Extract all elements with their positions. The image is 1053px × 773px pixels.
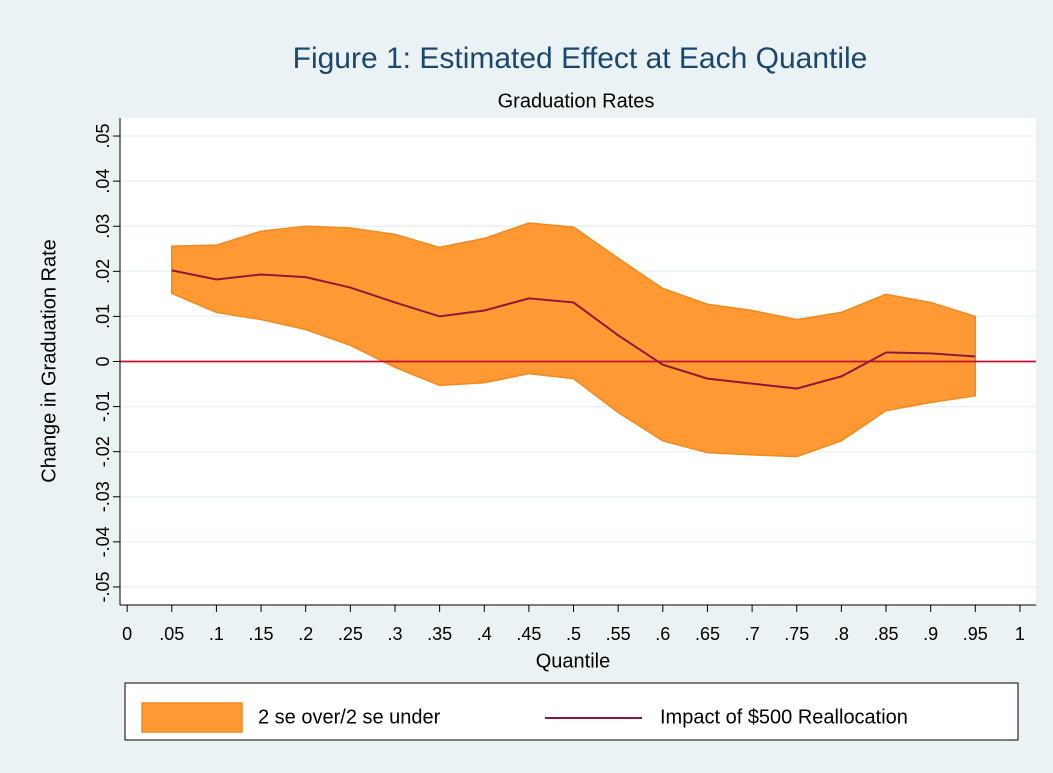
x-tick-label: .75 (784, 624, 809, 644)
y-axis-label: Change in Graduation Rate (38, 239, 60, 483)
x-tick-label: .85 (873, 624, 898, 644)
y-tick-label: -.04 (93, 526, 113, 557)
x-tick-label: .95 (963, 624, 988, 644)
legend (124, 682, 1019, 741)
chart-subtitle: Graduation Rates (498, 90, 655, 112)
x-tick-label: 1 (1015, 624, 1025, 644)
y-tick-label: .02 (93, 259, 113, 284)
x-tick-label: .55 (606, 624, 631, 644)
y-tick-label: .04 (93, 169, 113, 194)
x-tick-label: .6 (655, 624, 670, 644)
y-tick-label: -.03 (93, 481, 113, 512)
y-tick-label: -.01 (93, 391, 113, 422)
x-tick-label: 0 (122, 624, 132, 644)
y-tick-label: -.05 (93, 571, 113, 602)
x-tick-label: .2 (298, 624, 313, 644)
x-tick-label: .15 (249, 624, 274, 644)
x-tick-label: .65 (695, 624, 720, 644)
x-tick-label: .5 (566, 624, 581, 644)
legend-swatch (141, 702, 243, 733)
x-tick-label: .3 (387, 624, 402, 644)
x-tick-label: .45 (516, 624, 541, 644)
x-tick-label: .35 (427, 624, 452, 644)
x-tick-label: .9 (923, 624, 938, 644)
y-tick-label: .03 (93, 214, 113, 239)
estimate-line (171, 269, 976, 390)
legend-label: Impact of $500 Reallocation (660, 706, 908, 728)
y-tick-label: .01 (93, 304, 113, 329)
y-tick-label: .05 (93, 124, 113, 149)
y-tick-label: -.02 (93, 436, 113, 467)
x-tick-label: .1 (209, 624, 224, 644)
x-axis-label: Quantile (536, 650, 611, 672)
x-tick-label: .05 (159, 624, 184, 644)
confidence-band (171, 222, 977, 458)
x-tick-label: .8 (834, 624, 849, 644)
x-tick-label: .7 (745, 624, 760, 644)
x-tick-label: .25 (338, 624, 363, 644)
x-tick-label: .4 (477, 624, 492, 644)
chart-title: Figure 1: Estimated Effect at Each Quant… (293, 42, 868, 75)
legend-label: 2 se over/2 se under (258, 706, 441, 728)
y-tick-label: 0 (93, 356, 113, 366)
